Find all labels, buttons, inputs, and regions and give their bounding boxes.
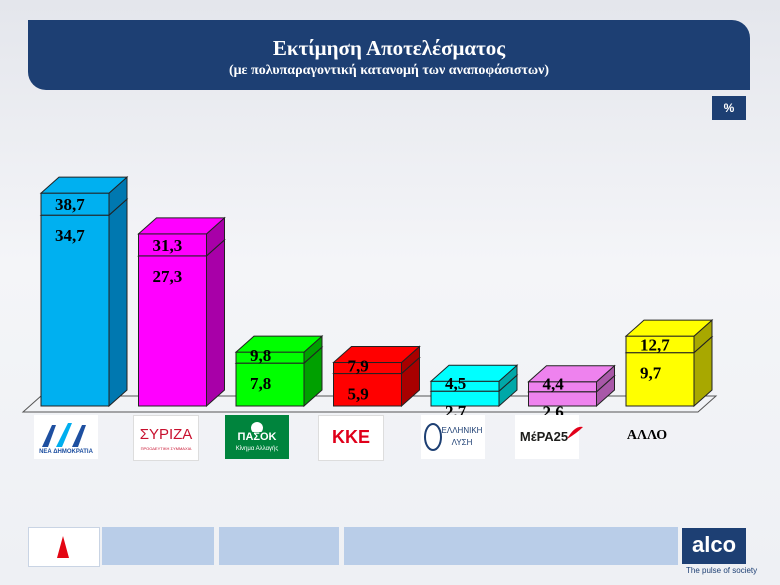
- bar-5-upper-label: 4,4: [543, 375, 565, 394]
- bar-4-upper-label: 4,5: [445, 374, 466, 393]
- nd-logo-stroke-3: [72, 425, 86, 447]
- bar-3-upper-label: 7,9: [348, 357, 369, 376]
- bar-2-upper-label: 9,8: [250, 346, 271, 365]
- kke-logo-text: ΚΚΕ: [331, 427, 370, 447]
- header-banner: Εκτίμηση Αποτελέσματος (με πολυπαραγοντι…: [28, 20, 750, 90]
- syriza-logo-text: ΣΥΡΙΖΑ: [139, 426, 193, 443]
- bar-6-upper-label: 12,7: [640, 335, 670, 354]
- bar-0-lower-side: [108, 198, 128, 408]
- pasok-logo-text: ΠΑΣΟΚ: [237, 431, 277, 443]
- pasok-logo-subtext: Κίνημα Αλλαγής: [235, 446, 279, 452]
- bar-3-lower-front: [333, 373, 402, 407]
- bar-3-lower-label: 5,9: [348, 385, 369, 404]
- alco-logo: alco: [682, 528, 746, 564]
- mera25-logo: ΜέΡΑ25: [515, 415, 583, 459]
- bar-2-upper-top: [234, 335, 324, 353]
- chart-title: Εκτίμηση Αποτελέσματος: [272, 36, 506, 60]
- bar-4-upper-top: [429, 364, 519, 382]
- bar-2-lower-label: 7,8: [250, 374, 271, 393]
- allo-label: ΑΛΛΟ: [626, 428, 668, 443]
- mera25-logo-text: ΜέΡΑ25: [519, 429, 569, 444]
- bar-0-upper-label: 38,7: [55, 195, 85, 214]
- footer-logo-slot: [28, 527, 100, 567]
- mera25-bird-icon: [567, 426, 583, 439]
- footer-segment-3: [344, 527, 678, 565]
- chart-subtitle: (με πολυπαραγοντική κατανομή των αναποφά…: [228, 63, 550, 78]
- unit-badge: %: [712, 96, 746, 120]
- nd-logo: ΝΕΑ ΔΗΜΟΚΡΑΤΙΑ: [34, 415, 98, 459]
- syriza-logo: ΣΥΡΙΖΑ ΠΡΟΟΔΕΥΤΙΚΗ ΣΥΜΜΑΧΙΑ: [133, 415, 199, 461]
- bar-1-lower-side: [206, 238, 225, 408]
- bar-6-lower-label: 9,7: [640, 364, 662, 383]
- bar-1-upper-top: [137, 217, 226, 235]
- bar-1-upper-label: 31,3: [153, 236, 183, 255]
- bar-0-lower-label: 34,7: [55, 226, 85, 245]
- bar-5-upper-top: [527, 365, 616, 383]
- nd-logo-stroke-1: [42, 425, 56, 447]
- chart-floor: [21, 395, 718, 413]
- elliniki-lysi-emblem-icon: [424, 423, 442, 451]
- tv-channel-logo-icon: [57, 536, 69, 558]
- pasok-logo: ΠΑΣΟΚ Κίνημα Αλλαγής: [225, 415, 289, 459]
- bar-6-upper-top: [624, 319, 714, 337]
- elliniki-lysi-logo-text: ΕΛΛΗΝΙΚΗ: [441, 426, 483, 435]
- footer-segment-2: [219, 527, 339, 565]
- bar-0-upper-top: [39, 176, 129, 194]
- elliniki-lysi-logo: ΕΛΛΗΝΙΚΗ ΛΥΣΗ: [421, 415, 485, 459]
- bar-3-upper-top: [332, 346, 421, 364]
- nd-logo-text: ΝΕΑ ΔΗΜΟΚΡΑΤΙΑ: [39, 449, 93, 455]
- alco-tagline: The pulse of society: [686, 566, 758, 575]
- elliniki-lysi-logo-text-2: ΛΥΣΗ: [451, 438, 473, 447]
- pasok-sun-icon: [251, 422, 263, 432]
- footer-segment-1: [102, 527, 214, 565]
- syriza-logo-subtext: ΠΡΟΟΔΕΥΤΙΚΗ ΣΥΜΜΑΧΙΑ: [140, 446, 192, 451]
- kke-logo: ΚΚΕ: [318, 415, 384, 461]
- nd-logo-stroke-2: [56, 423, 72, 447]
- bar-0-lower-front: [40, 214, 110, 407]
- bar-1-lower-label: 27,3: [153, 267, 183, 286]
- bar-6-lower-front: [625, 352, 695, 407]
